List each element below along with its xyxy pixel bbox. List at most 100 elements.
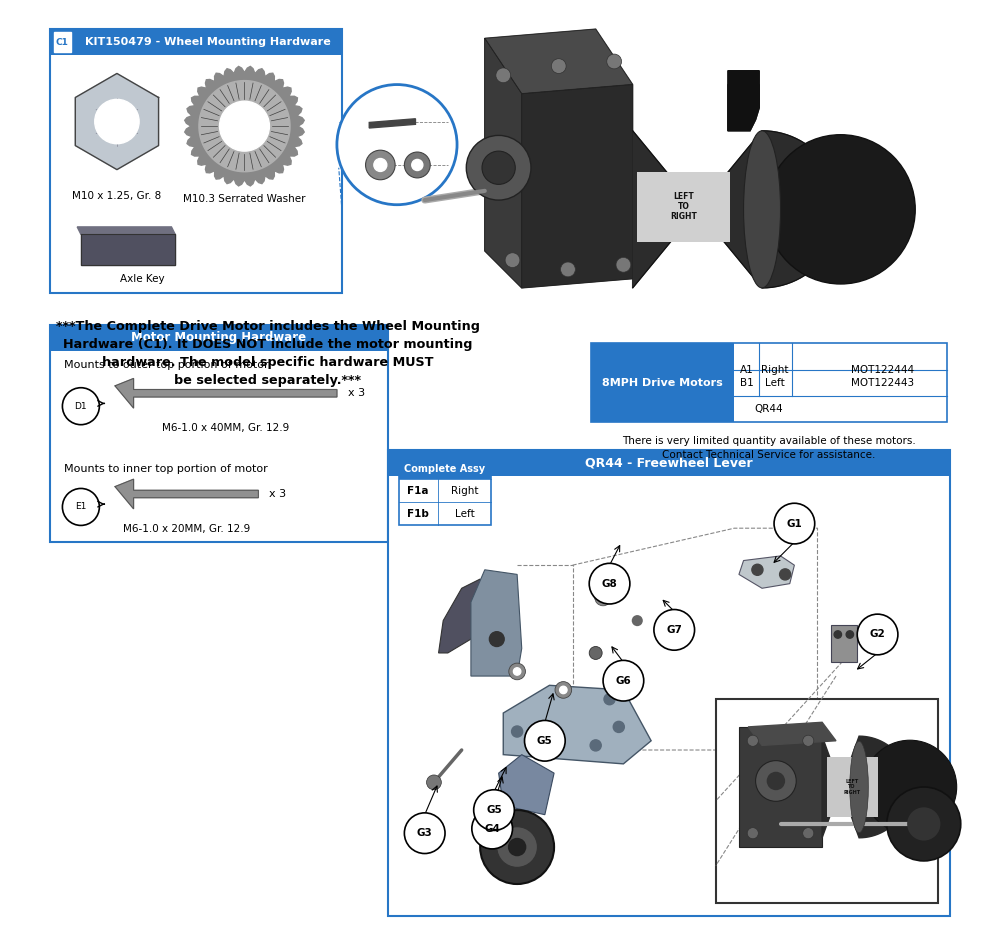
Circle shape [607, 54, 622, 69]
Circle shape [560, 686, 567, 693]
Circle shape [62, 489, 99, 526]
Circle shape [412, 159, 423, 171]
Bar [54, 32, 71, 52]
Text: G5: G5 [486, 805, 502, 815]
Polygon shape [822, 736, 910, 838]
Circle shape [603, 660, 644, 701]
Bar [50, 324, 388, 542]
Polygon shape [748, 722, 836, 745]
Circle shape [480, 810, 554, 884]
Bar [739, 727, 822, 847]
Text: A1: A1 [740, 364, 754, 375]
Bar [399, 459, 491, 479]
Text: G3: G3 [417, 828, 433, 838]
Circle shape [767, 772, 785, 790]
Text: G8: G8 [602, 578, 617, 589]
Circle shape [616, 258, 631, 273]
Polygon shape [739, 556, 794, 589]
Circle shape [489, 631, 504, 646]
Bar [50, 29, 342, 293]
Text: G1: G1 [787, 518, 802, 528]
Circle shape [780, 569, 791, 580]
Text: M6-1.0 x 40MM, Gr. 12.9: M6-1.0 x 40MM, Gr. 12.9 [162, 423, 290, 433]
Ellipse shape [744, 131, 781, 288]
Circle shape [846, 630, 854, 638]
Text: G7: G7 [666, 625, 682, 635]
Text: C1: C1 [56, 38, 69, 46]
Polygon shape [81, 235, 175, 265]
Text: LEFT
TO
RIGHT: LEFT TO RIGHT [843, 779, 860, 795]
Circle shape [756, 761, 796, 801]
Polygon shape [503, 685, 651, 764]
Text: x 3: x 3 [348, 388, 365, 399]
Circle shape [366, 150, 395, 180]
Bar [388, 450, 950, 476]
Polygon shape [728, 84, 759, 131]
Circle shape [887, 787, 961, 861]
Circle shape [474, 790, 514, 831]
Circle shape [599, 594, 607, 602]
Text: Right: Right [761, 364, 789, 375]
Text: E1: E1 [75, 502, 87, 512]
Circle shape [509, 663, 525, 679]
Circle shape [482, 151, 515, 184]
Polygon shape [633, 131, 841, 288]
Circle shape [337, 84, 457, 205]
Polygon shape [728, 70, 759, 131]
Text: Left: Left [455, 509, 474, 519]
Text: B1: B1 [740, 377, 754, 387]
Circle shape [803, 735, 814, 746]
Circle shape [589, 564, 630, 604]
Text: Mounts to outer top portion of motor: Mounts to outer top portion of motor [64, 360, 269, 370]
Polygon shape [115, 479, 258, 509]
Text: Left: Left [765, 377, 785, 387]
Bar [716, 699, 938, 903]
Circle shape [497, 827, 537, 868]
Bar [591, 343, 734, 422]
Bar [637, 172, 730, 242]
Polygon shape [485, 38, 522, 288]
Circle shape [404, 813, 445, 854]
Circle shape [595, 590, 611, 606]
Polygon shape [77, 227, 175, 235]
Circle shape [774, 503, 815, 544]
Text: QR44 - Freewheel Lever: QR44 - Freewheel Lever [585, 456, 753, 469]
Polygon shape [522, 84, 633, 288]
Text: QR44: QR44 [755, 404, 783, 413]
Circle shape [508, 838, 526, 857]
Text: MOT122444: MOT122444 [851, 364, 914, 375]
Text: ***The Complete Drive Motor includes the Wheel Mounting
Hardware (C1). It DOES N: ***The Complete Drive Motor includes the… [56, 320, 480, 387]
Text: M6-1.0 x 20MM, Gr. 12.9: M6-1.0 x 20MM, Gr. 12.9 [123, 524, 250, 534]
Circle shape [62, 387, 99, 425]
Circle shape [95, 99, 139, 144]
Text: G4: G4 [484, 823, 500, 833]
Ellipse shape [850, 742, 868, 832]
Circle shape [752, 565, 763, 576]
Text: There is very limited quantity available of these motors.
Contact Technical Serv: There is very limited quantity available… [622, 436, 916, 460]
Text: F1a: F1a [407, 486, 429, 496]
Text: 8MPH Drive Motors: 8MPH Drive Motors [602, 377, 723, 387]
Bar [388, 450, 950, 917]
Text: Axle Key: Axle Key [120, 274, 165, 284]
Polygon shape [185, 67, 304, 186]
Circle shape [555, 681, 572, 698]
Circle shape [374, 159, 387, 171]
Circle shape [654, 610, 695, 650]
Bar [50, 324, 388, 350]
Text: Mounts to inner top portion of motor: Mounts to inner top portion of motor [64, 464, 268, 474]
Polygon shape [439, 579, 485, 653]
Circle shape [747, 828, 758, 839]
Circle shape [551, 58, 566, 73]
Circle shape [427, 775, 441, 790]
Circle shape [590, 740, 601, 751]
Circle shape [604, 693, 615, 705]
Text: M10 x 1.25, Gr. 8: M10 x 1.25, Gr. 8 [72, 191, 162, 201]
Circle shape [472, 808, 513, 849]
Polygon shape [75, 73, 159, 170]
Circle shape [404, 152, 430, 178]
Polygon shape [499, 755, 554, 815]
Polygon shape [485, 29, 633, 94]
Polygon shape [115, 378, 337, 408]
Circle shape [857, 615, 898, 654]
Text: G6: G6 [616, 676, 631, 686]
